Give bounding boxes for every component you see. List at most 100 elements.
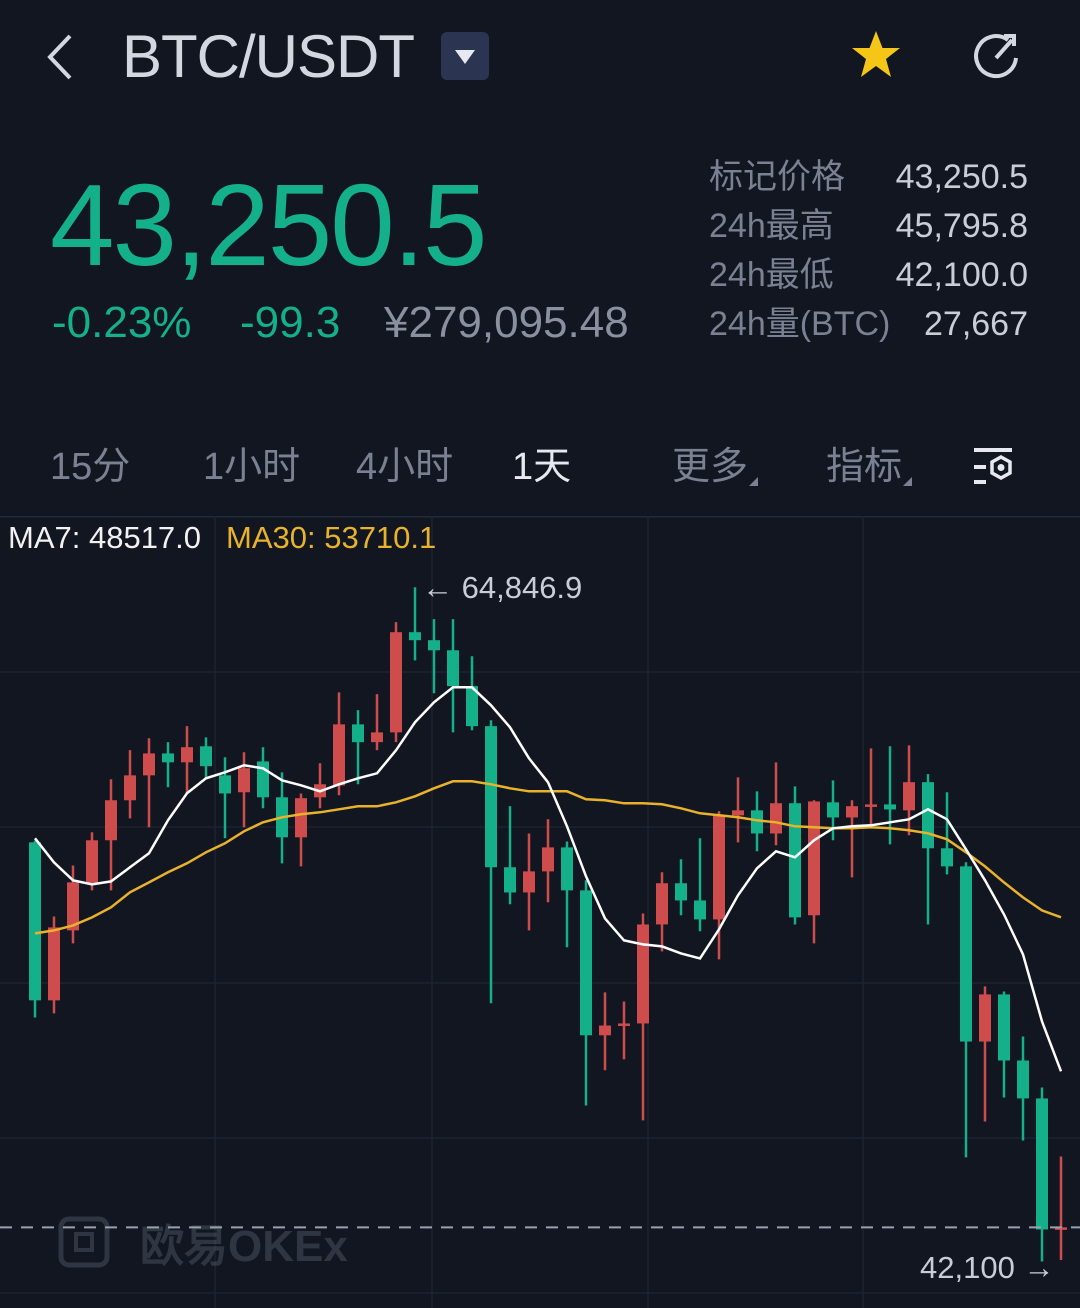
tab-1h[interactable]: 1小时 [203,446,301,488]
candle-body [523,871,535,893]
candle-body [200,746,212,767]
candle [124,750,136,819]
candle-body [143,753,155,776]
tab-indicators-label: 指标 [826,446,903,488]
tab-4h[interactable]: 4小时 [356,446,454,488]
candle [979,986,991,1122]
candle-body [390,632,402,733]
candle-body [675,883,687,901]
candle [846,800,858,878]
chart-grid [0,516,1080,1308]
price-cny: ¥279,095.48 [384,298,629,347]
mark-price-label: 标记价格 [709,158,845,196]
ma30-line [34,780,1062,935]
candle [561,841,573,948]
candle-body [409,632,421,641]
candle-body [162,753,174,763]
candle [333,692,345,796]
candle-body [1055,1227,1067,1230]
candle-body [485,726,497,868]
candlestick-chart[interactable] [0,516,1080,1308]
candle-body [751,810,763,834]
candle-body [29,842,41,1001]
candle-body [86,840,98,884]
back-chevron-icon [47,34,72,80]
candle [675,859,687,916]
candle-body [542,847,554,872]
candle [523,833,535,931]
favorite-button[interactable] [848,28,904,84]
refresh-button[interactable] [968,28,1024,84]
candle-body [124,775,136,801]
candle-body [770,803,782,834]
candle-body [846,806,858,818]
pair-title[interactable]: BTC/USDT [122,23,415,90]
candle-body [219,775,231,794]
candle [143,738,155,828]
candle-body [580,890,592,1036]
candle [200,737,212,778]
candle-body [295,798,307,838]
back-button[interactable] [40,30,84,84]
tab-more-label: 更多 [672,446,749,488]
tab-15m[interactable]: 15分 [50,446,131,488]
tab-more[interactable]: 更多 [672,444,759,490]
chart-settings-button[interactable] [972,446,1016,488]
candle [219,757,231,839]
star-icon [852,31,900,77]
candle-body [67,882,79,931]
candle [656,872,668,952]
candle [732,777,744,843]
candle [808,800,820,944]
candle [998,991,1010,1098]
candle-body [1017,1060,1029,1099]
last-price: 43,250.5 [50,160,488,290]
volume-24h-value: 27,667 [924,305,1028,343]
ma7-line [34,686,1063,1072]
pair-dropdown-button[interactable] [441,32,489,80]
chart-settings-icon [974,448,1012,484]
tab-1d[interactable]: 1天 [512,446,572,488]
candle-body [352,724,364,743]
candle-body [713,815,725,920]
candle [29,840,41,1018]
candles [29,587,1067,1262]
candle [599,992,611,1071]
candle [542,819,554,903]
candle-body [181,747,193,763]
candle [504,806,516,905]
candle [1036,1087,1048,1262]
candle [105,779,117,891]
candle-body [637,924,649,1024]
corner-triangle-icon [903,477,913,486]
candle [162,742,174,788]
tab-indicators[interactable]: 指标 [826,444,913,490]
candle [580,880,592,1106]
candle [827,780,839,841]
candle-body [504,867,516,893]
candle [618,1001,630,1060]
candle-body [447,650,459,687]
candle-body [827,802,839,818]
candle [238,752,250,828]
candle-body [922,782,934,849]
okex-logo-icon [58,1216,110,1268]
volume-24h-label: 24h量(BTC) [709,305,891,343]
candle-body [238,768,250,793]
candle [903,745,915,836]
high-price-marker: ← 64,846.9 [422,570,583,605]
candle [409,587,421,661]
candle-body [960,866,972,1042]
change-percent: -0.23% [52,298,192,347]
corner-triangle-icon [749,477,759,486]
candle [257,747,269,809]
candle-body [105,800,117,841]
candle [466,656,478,731]
candle-body [808,801,820,916]
candle [485,720,497,1004]
candle-body [428,640,440,651]
ma7-legend: MA7: 48517.0 [8,520,202,555]
dropdown-icon [455,50,475,64]
candle [694,838,706,932]
candle [86,832,98,891]
